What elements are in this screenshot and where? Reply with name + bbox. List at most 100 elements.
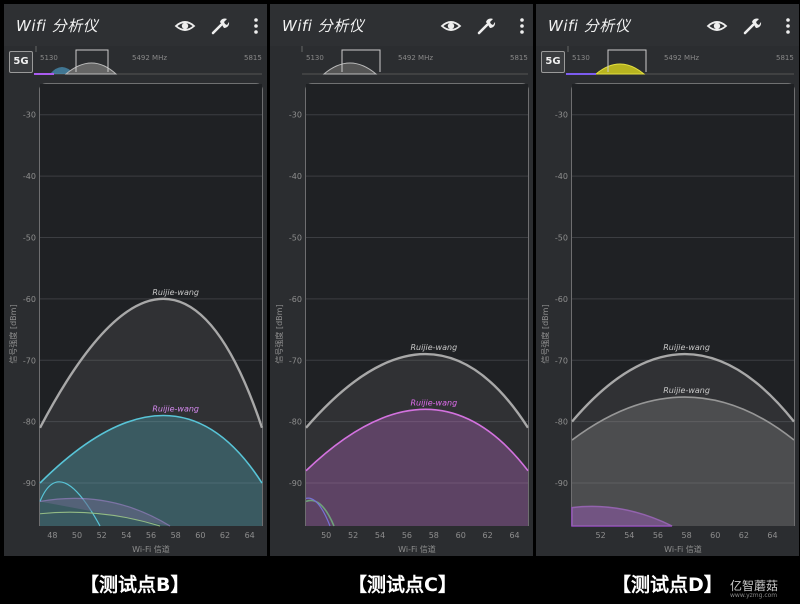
y-tick-label: -80 (555, 418, 568, 427)
ssid-label: Ruijie-wang (663, 343, 710, 352)
x-tick-label: 52 (348, 531, 358, 540)
x-tick-label: 54 (121, 531, 131, 540)
x-tick-label: 50 (321, 531, 331, 540)
signal-curve-fill (572, 354, 794, 526)
band-overview-strip[interactable]: 5130 5492 MHz 5815 (270, 46, 533, 82)
wrench-icon[interactable] (209, 15, 231, 37)
wifi-analyzer-panel: Wifi 分析仪 5130 5492 MHz 5815 -30 -40 -50 -60 -70-… (270, 4, 533, 556)
caption-d: 【测试点D】 (612, 574, 723, 596)
x-axis-label: Wi-Fi 信道 (664, 544, 702, 554)
x-tick-label: 62 (220, 531, 230, 540)
caption-c: 【测试点C】 (348, 574, 457, 596)
x-axis-label: Wi-Fi 信道 (398, 544, 436, 554)
x-axis-label: Wi-Fi 信道 (132, 544, 170, 554)
eye-icon[interactable] (706, 15, 728, 37)
more-vert-icon[interactable] (511, 15, 533, 37)
y-axis-label: 信号强度 [dBm] (540, 304, 550, 363)
y-tick-label: -60 (555, 295, 568, 304)
wifi-analyzer-panel: Wifi 分析仪 5130 5492 MHz 5815 5G -30 -40 -50 -60 -7… (4, 4, 267, 556)
signal-curve-fill (306, 354, 528, 526)
y-tick-label: -90 (289, 479, 302, 488)
y-tick-label: -50 (23, 233, 36, 242)
x-tick-label: 50 (72, 531, 82, 540)
y-axis-label: 信号强度 [dBm] (8, 304, 18, 363)
eye-icon[interactable] (174, 15, 196, 37)
y-tick-label: -80 (23, 418, 36, 427)
x-tick-label: 60 (195, 531, 205, 540)
mini-axis-right: 5815 (510, 54, 528, 62)
signal-curve (39, 414, 263, 484)
y-tick-label: -70 (289, 356, 302, 365)
caption-b: 【测试点B】 (80, 574, 190, 596)
signal-curve (305, 352, 530, 429)
ssid-label: Ruijie-wang (663, 386, 710, 395)
y-tick-label: -40 (289, 172, 302, 181)
mini-axis-left: 5130 (572, 54, 590, 62)
x-tick-label: 56 (146, 531, 156, 540)
x-tick-label: 58 (171, 531, 181, 540)
mini-axis-center: 5492 MHz (664, 54, 699, 62)
signal-curve-fill (40, 298, 262, 526)
signal-curve-fill (40, 415, 262, 526)
band-5g-button[interactable]: 5G (541, 51, 565, 73)
eye-icon[interactable] (440, 15, 462, 37)
wrench-icon[interactable] (475, 15, 497, 37)
y-tick-label: -40 (23, 172, 36, 181)
x-tick-label: 62 (483, 531, 493, 540)
mini-axis-left: 5130 (306, 54, 324, 62)
app-title: Wifi 分析仪 (16, 17, 99, 35)
band-5g-button[interactable]: 5G (9, 51, 33, 73)
ssid-label: Ruijie-wang (410, 398, 457, 407)
x-tick-label: 64 (509, 531, 519, 540)
x-tick-label: 62 (739, 531, 749, 540)
y-tick-label: -60 (289, 295, 302, 304)
x-tick-label: 60 (710, 531, 720, 540)
band-overview-strip[interactable]: 5130 5492 MHz 5815 (536, 46, 799, 82)
y-axis-label: 信号强度 [dBm] (274, 304, 284, 363)
app-title: Wifi 分析仪 (548, 17, 631, 35)
mini-axis-left: 5130 (40, 54, 58, 62)
y-tick-label: -70 (555, 356, 568, 365)
y-tick-label: -90 (555, 479, 568, 488)
wrench-icon[interactable] (741, 15, 763, 37)
ssid-label: Ruijie-wang (410, 343, 457, 352)
signal-curve (571, 396, 795, 441)
x-tick-label: 56 (653, 531, 663, 540)
x-tick-label: 54 (624, 531, 634, 540)
band-overview-strip[interactable]: 5130 5492 MHz 5815 (4, 46, 267, 82)
more-vert-icon[interactable] (777, 15, 799, 37)
y-tick-label: -30 (555, 111, 568, 120)
y-tick-label: -50 (555, 233, 568, 242)
x-tick-label: 52 (596, 531, 606, 540)
y-tick-label: -80 (289, 418, 302, 427)
signal-curve (305, 408, 529, 472)
y-tick-label: -70 (23, 356, 36, 365)
signal-curve-fill (572, 397, 794, 526)
mini-axis-center: 5492 MHz (398, 54, 433, 62)
y-tick-label: -90 (23, 479, 36, 488)
x-tick-label: 54 (375, 531, 385, 540)
y-tick-label: -40 (555, 172, 568, 181)
y-tick-label: -50 (289, 233, 302, 242)
mini-axis-center: 5492 MHz (132, 54, 167, 62)
signal-strength-chart: -30 -40 -50 -60 -70 -80 -90 信号强度 [dBm] Ruijie-wa… (274, 83, 530, 554)
ssid-label: Ruijie-wang (152, 288, 199, 297)
y-tick-label: -30 (23, 111, 36, 120)
watermark-logo: 亿智蘑菇 www.yzmg.com (730, 579, 779, 599)
x-tick-label: 64 (767, 531, 777, 540)
x-tick-label: 58 (681, 531, 691, 540)
app-bar: Wifi 分析仪 (536, 4, 799, 46)
wifi-analyzer-panel: Wifi 分析仪 5130 5492 MHz 5815 5G -30 -40 -50 -60 -7… (536, 4, 799, 556)
y-tick-label: -30 (289, 111, 302, 120)
more-vert-icon[interactable] (245, 15, 267, 37)
app-bar: Wifi 分析仪 (4, 4, 267, 46)
signal-strength-chart: -30 -40 -50 -60 -70 -80 -90 信号强度 [dBm] Ruijie-wa… (8, 83, 264, 554)
signal-curve-fill (306, 409, 528, 526)
app-title: Wifi 分析仪 (282, 17, 365, 35)
caption-bar (0, 561, 800, 604)
x-tick-label: 48 (47, 531, 57, 540)
x-tick-label: 64 (245, 531, 255, 540)
signal-strength-chart: -30 -40 -50 -60 -70 -80 -90 信号强度 [dBm] Ruijie-wa… (540, 83, 795, 554)
x-tick-label: 56 (402, 531, 412, 540)
mini-axis-right: 5815 (244, 54, 262, 62)
